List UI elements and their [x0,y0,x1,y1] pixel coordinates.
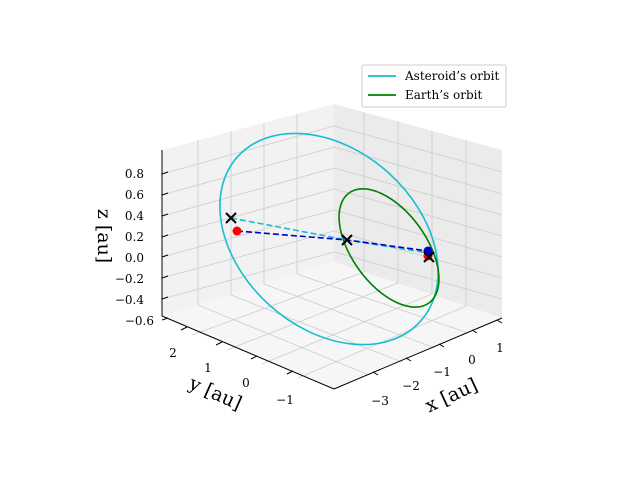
axis-lines [161,150,503,390]
grid-line [226,282,399,351]
grid-line [263,283,436,349]
x-marker-stroke [423,251,435,263]
grid-line [161,167,335,217]
z-tick-mark [161,317,169,321]
x-tick-label: −1 [433,365,451,379]
grid-line [191,271,365,336]
legend-box [361,64,507,108]
x-tick-mark [438,343,445,348]
red-dot-marker [232,226,242,236]
black-x-marker [423,251,435,263]
z-tick-label: 0.8 [125,167,144,181]
y-tick-label: 0 [242,376,250,390]
z-tick-label: 0.2 [125,230,144,244]
y-axis-label: y [au] [185,372,245,415]
axes-panes [162,104,502,389]
right-pane [334,104,502,318]
grid-line [296,273,469,334]
y-tick-mark [180,326,188,331]
legend: Asteroid’s orbit Earth’s orbit [361,64,507,108]
y-tick-label: −1 [276,393,294,407]
grid [161,112,503,379]
asteroid-orbit-line [219,132,439,346]
z-axis-label: z [au] [93,209,115,263]
x-axis-label: x [au] [422,374,481,417]
grid-line [161,251,335,300]
x-marker-stroke [225,212,237,224]
y-tick-mark [215,341,223,346]
grid-line [333,146,503,195]
z-tick-mark [161,192,169,196]
grid-line [333,167,503,216]
z-tick-mark [161,213,169,217]
grid-line [161,230,335,279]
grid-line [333,188,503,237]
grid-line [333,125,503,173]
grid-line [161,146,335,196]
y-tick-mark [286,370,294,375]
z-tick-label: −0.2 [115,272,144,286]
z-tick-label: 0.6 [125,188,144,202]
x-tick-mark [372,371,379,376]
grid-line [333,209,503,258]
x-tick-mark [496,319,503,324]
x-tick-mark [405,357,412,362]
grid-line [161,209,335,258]
y-tick-mark [250,355,258,360]
x-ticks: −3 −2 −1 0 1 [371,319,504,408]
markers [225,212,435,263]
z-tick-label: −0.6 [125,314,154,328]
legend-asteroid-label: Asteroid’s orbit [404,69,499,83]
y-axis-line [161,315,335,390]
x-tick-label: 1 [496,341,504,355]
y-ticks: 2 1 0 −1 [169,326,294,407]
legend-earth-label: Earth’s orbit [405,88,482,102]
z-tick-label: 0.0 [125,251,144,265]
earth-orbit-line [338,188,440,308]
orbits [219,132,440,346]
z-tick-mark [161,275,169,279]
z-tick-mark [161,296,169,300]
y-tick-label: 2 [169,346,177,360]
x-tick-label: −3 [371,394,389,408]
grid-line [161,188,335,238]
left-pane [162,104,334,316]
grid-line [333,230,503,279]
x-tick-label: 0 [468,353,476,367]
z-tick-mark [161,254,169,258]
y-tick-label: 1 [204,361,212,375]
x-tick-mark [471,329,478,334]
x-marker-stroke [341,234,353,246]
x-axis-line [333,317,503,390]
grid-line [197,304,370,376]
black-x-marker [341,234,353,246]
grid-line [333,251,503,300]
z-tick-label: −0.4 [115,293,145,307]
z-tick-mark [161,234,169,238]
x-tick-label: −2 [402,379,420,393]
z-tick-label: 0.4 [125,209,144,223]
grid-line [230,294,403,363]
black-x-marker [225,212,237,224]
floor-pane [162,262,502,389]
z-ticks: 0.8 0.6 0.4 0.2 0.0 −0.2 −0.4 −0.6 [115,167,169,328]
z-tick-mark [161,171,169,175]
